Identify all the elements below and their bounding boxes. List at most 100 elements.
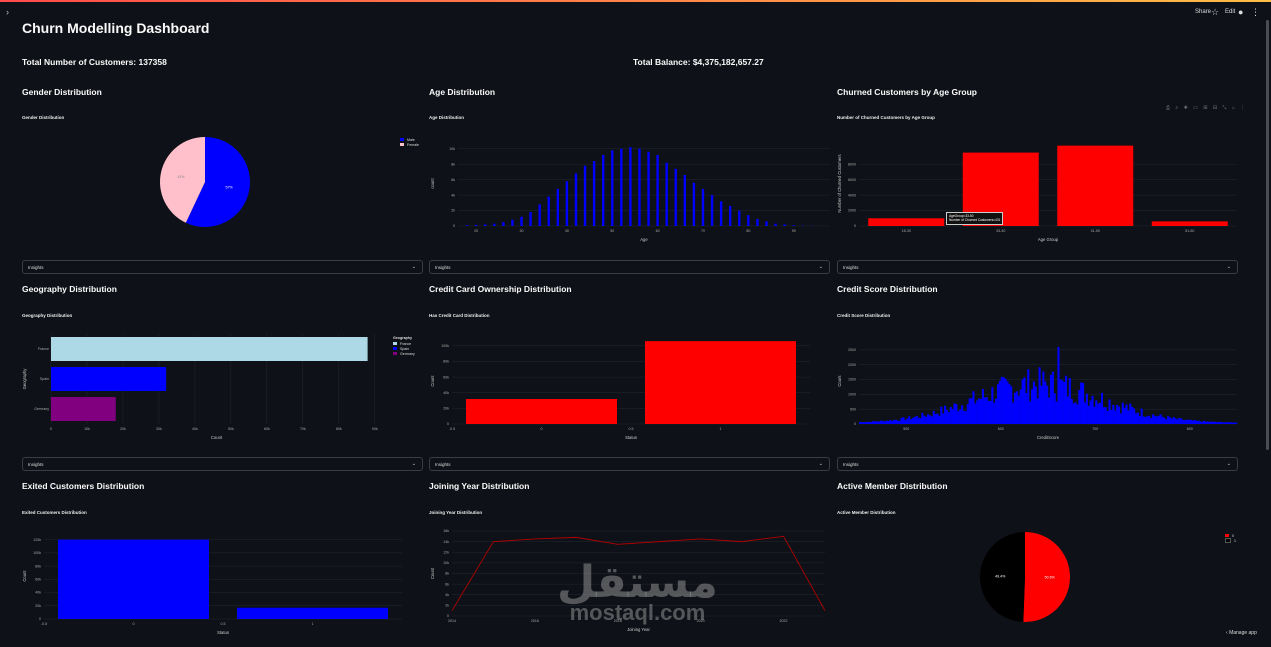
y-tick-label: 12k: [443, 550, 449, 554]
histogram-bar: [1046, 385, 1049, 424]
credit-score-histogram[interactable]: 0 500 1000 1500 2000 2500 Count 500 600 700 800 Cre…: [837, 330, 1238, 445]
histogram-bar: [896, 420, 899, 424]
histogram-bar: [765, 221, 768, 226]
histogram-bar: [1070, 399, 1073, 424]
gender-pie-chart[interactable]: 57% 43%: [150, 130, 260, 235]
kebab-menu-icon[interactable]: ⋮: [1251, 7, 1260, 17]
x-tick-label: 33-40: [996, 229, 1005, 233]
bar: [58, 539, 209, 619]
histogram-bar: [921, 412, 924, 424]
share-button[interactable]: Share: [1195, 9, 1212, 15]
histogram-bar: [1063, 381, 1066, 424]
histogram-bar: [1233, 422, 1236, 424]
chevron-down-icon: ⌄: [1226, 461, 1231, 467]
histogram-bar: [738, 210, 741, 226]
churn-age-bar-chart[interactable]: 0 2000 4000 6000 8000 Number of Churned Custo…: [837, 135, 1237, 245]
legend-item[interactable]: Male: [400, 137, 419, 142]
histogram-bar: [953, 403, 956, 424]
histogram-bar: [1170, 418, 1173, 424]
insights-expander[interactable]: Insights ⌄: [837, 260, 1238, 274]
insights-expander[interactable]: Insights ⌄: [837, 457, 1238, 471]
histogram-bar: [1184, 420, 1187, 424]
y-tick-label: 0: [447, 422, 449, 426]
insights-expander[interactable]: Insights ⌄: [429, 457, 830, 471]
y-tick-label: 60k: [35, 578, 41, 582]
histogram-bar: [502, 222, 505, 226]
y-tick-label: 1500: [848, 378, 856, 382]
x-tick-label: 0: [50, 427, 52, 431]
x-tick-label: 10k: [84, 427, 90, 431]
histogram-bar: [1116, 404, 1119, 424]
histogram-bar: [1121, 402, 1124, 424]
histogram-bar: [1066, 396, 1069, 424]
histogram-bar: [1229, 422, 1232, 424]
star-icon[interactable]: ☆: [1211, 7, 1220, 17]
y-tick-label: 6k: [451, 178, 455, 182]
histogram-bar: [995, 398, 998, 424]
bar: [1057, 145, 1134, 226]
page-scrollbar[interactable]: [1266, 20, 1269, 450]
gender-legend[interactable]: Male Female: [400, 137, 419, 147]
histogram-bar: [1178, 417, 1181, 424]
histogram-bar: [1057, 346, 1060, 424]
y-tick-label: 100k: [441, 344, 449, 348]
histogram-bar: [1208, 421, 1211, 424]
bar: [466, 398, 617, 424]
histogram-bar: [1155, 416, 1158, 424]
insights-expander[interactable]: Insights ⌄: [429, 260, 830, 274]
legend-item[interactable]: Spain: [393, 346, 415, 351]
histogram-bar: [862, 422, 865, 424]
chevron-right-icon[interactable]: ›: [6, 7, 9, 17]
legend-label: Spain: [400, 346, 410, 351]
histogram-bar: [1065, 375, 1068, 424]
histogram-bar: [872, 421, 875, 424]
joining-line-chart[interactable]: 0 2k 4k 6k 8k 10k 12k 14k 16k Count 2014 2016 2018 20…: [430, 527, 830, 637]
bar: [645, 341, 796, 424]
edit-button[interactable]: Edit: [1225, 9, 1236, 15]
legend-item[interactable]: Germany: [393, 351, 415, 356]
insights-expander[interactable]: Insights ⌄: [22, 457, 423, 471]
chart-modebar[interactable]: ⎙ ⌕ ✚ ▭ ⊞ ⊟ ⤡ ⌂ ⋮: [1166, 105, 1248, 111]
histogram-bar: [583, 165, 587, 226]
chevron-down-icon: ⌄: [411, 461, 416, 467]
histogram-bar: [1167, 416, 1170, 424]
legend-item[interactable]: 1: [1225, 538, 1236, 543]
histogram-bar: [1114, 410, 1117, 424]
x-tick-label: 70: [701, 229, 705, 233]
histogram-bar: [911, 417, 915, 424]
insights-expander[interactable]: Insights ⌄: [22, 260, 423, 274]
credit-card-chart-title: Has Credit Card Distribution: [429, 313, 490, 318]
histogram-bar: [1095, 400, 1098, 424]
active-section-title: Active Member Distribution: [837, 481, 948, 491]
histogram-bar: [1136, 412, 1139, 424]
legend-item[interactable]: 0: [1225, 533, 1236, 538]
bar: [1151, 221, 1228, 226]
legend-item[interactable]: Female: [400, 142, 419, 147]
legend-item[interactable]: France: [393, 341, 415, 346]
histogram-bar: [1138, 415, 1141, 424]
x-tick-label: 700: [1092, 427, 1098, 431]
histogram-bar: [1108, 399, 1111, 424]
histogram-bar: [923, 415, 926, 424]
github-icon[interactable]: ●: [1238, 7, 1244, 17]
x-tick-label: 90: [792, 229, 796, 233]
x-tick-label: 0.5: [629, 427, 634, 431]
geography-legend[interactable]: Geography France Spain Germany: [393, 336, 415, 356]
chevron-down-icon: ⌄: [818, 461, 823, 467]
histogram-bar: [1219, 422, 1223, 424]
age-bar-chart[interactable]: 0 2k 4k 6k 8k 10k count 20 30 40 50 60 70 80 90 Age: [430, 135, 830, 245]
histogram-bar: [962, 410, 966, 424]
histogram-bar: [979, 399, 983, 424]
x-axis-title: Age: [640, 237, 648, 242]
active-pie-chart[interactable]: 50.6% 49.4%: [970, 525, 1080, 630]
histogram-bar: [904, 420, 907, 424]
geography-bar-chart[interactable]: 0 10k 20k 30k 40k 50k 60k 70k 80k 90k France Spain G…: [22, 330, 392, 445]
histogram-bar: [915, 415, 918, 424]
pie-slice: [1023, 532, 1071, 622]
manage-app-button[interactable]: ‹ Manage app: [1226, 630, 1257, 636]
legend-label: Male: [407, 137, 415, 142]
x-tick-label: 0: [541, 427, 543, 431]
